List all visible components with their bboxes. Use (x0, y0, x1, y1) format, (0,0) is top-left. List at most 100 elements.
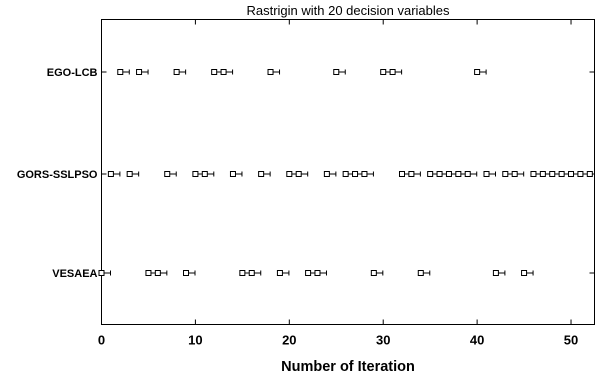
data-point (295, 171, 309, 177)
data-point (389, 69, 403, 75)
point-marker (98, 270, 105, 276)
point-marker (549, 171, 556, 177)
point-marker (380, 69, 387, 75)
point-marker (577, 171, 584, 177)
point-marker (502, 171, 509, 177)
data-point (417, 270, 431, 276)
point-marker (154, 270, 161, 276)
point-marker (521, 270, 528, 276)
point-marker (201, 171, 208, 177)
y-tick-label: GORS-SSLPSO (17, 169, 98, 181)
x-tick-label: 20 (282, 333, 296, 348)
data-point (333, 69, 346, 75)
data-point (361, 171, 374, 177)
point-marker (558, 171, 565, 177)
point-marker (464, 171, 471, 177)
point-marker (136, 69, 143, 75)
point-marker (530, 171, 537, 177)
data-point (173, 69, 187, 75)
point-marker (427, 171, 434, 177)
point-marker (117, 69, 124, 75)
data-point (201, 171, 215, 177)
point-marker (220, 69, 227, 75)
x-tick-label: 10 (188, 333, 202, 348)
data-point (511, 171, 525, 177)
point-marker (539, 171, 546, 177)
y-axis-labels: VESAEA GORS-SSLPSO EGO-LCB (17, 67, 98, 280)
data-point (98, 270, 111, 276)
point-marker (586, 171, 593, 177)
point-marker (126, 171, 133, 177)
point-marker (417, 270, 424, 276)
data-point (370, 270, 384, 276)
point-marker (342, 171, 349, 177)
point-marker (145, 270, 152, 276)
point-marker (239, 270, 246, 276)
data-point (117, 69, 130, 75)
y-tick-label: EGO-LCB (47, 67, 98, 79)
point-marker (286, 171, 293, 177)
chart-title: Rastrigin with 20 decision variables (246, 3, 450, 18)
x-tick-label: 0 (98, 333, 105, 348)
x-axis-tick-labels: 0 10 20 30 40 50 (98, 333, 578, 348)
point-marker (267, 69, 274, 75)
data-point (126, 171, 140, 177)
point-marker (352, 171, 359, 177)
x-tick-label: 40 (470, 333, 484, 348)
x-tick-label: 30 (376, 333, 390, 348)
point-marker (389, 69, 396, 75)
point-marker (323, 171, 330, 177)
data-point (521, 270, 534, 276)
point-marker (445, 171, 452, 177)
point-marker (474, 69, 481, 75)
data-point (220, 69, 234, 75)
point-marker (511, 171, 518, 177)
point-marker (276, 270, 283, 276)
data-point (248, 270, 262, 276)
point-marker (107, 171, 114, 177)
point-marker (370, 270, 377, 276)
point-marker (211, 69, 218, 75)
point-marker (333, 69, 340, 75)
point-marker (164, 171, 171, 177)
point-marker (568, 171, 575, 177)
x-tick-label: 50 (564, 333, 578, 348)
point-marker (229, 171, 236, 177)
data-point (183, 270, 196, 276)
point-marker (295, 171, 302, 177)
data-point (164, 171, 177, 177)
data-point (107, 171, 121, 177)
point-marker (314, 270, 321, 276)
y-tick-label: VESAEA (52, 268, 97, 280)
point-marker (305, 270, 312, 276)
data-point (267, 69, 281, 75)
data-point (586, 171, 595, 177)
point-marker (408, 171, 415, 177)
point-marker (492, 270, 499, 276)
point-marker (248, 270, 255, 276)
data-point (464, 171, 478, 177)
data-marks (98, 69, 595, 276)
data-point (229, 171, 243, 177)
data-point (154, 270, 168, 276)
point-marker (173, 69, 180, 75)
point-marker (361, 171, 368, 177)
data-point (258, 171, 271, 177)
data-point (323, 171, 337, 177)
data-point (492, 270, 506, 276)
point-marker (483, 171, 490, 177)
point-marker (183, 270, 190, 276)
x-axis-label: Number of Iteration (281, 359, 415, 375)
point-marker (436, 171, 443, 177)
data-point (483, 171, 497, 177)
data-point (276, 270, 290, 276)
data-point (136, 69, 149, 75)
point-marker (398, 171, 405, 177)
data-point (474, 69, 487, 75)
point-marker (192, 171, 199, 177)
point-marker (455, 171, 462, 177)
data-point (314, 270, 327, 276)
point-marker (258, 171, 265, 177)
data-point (408, 171, 421, 177)
